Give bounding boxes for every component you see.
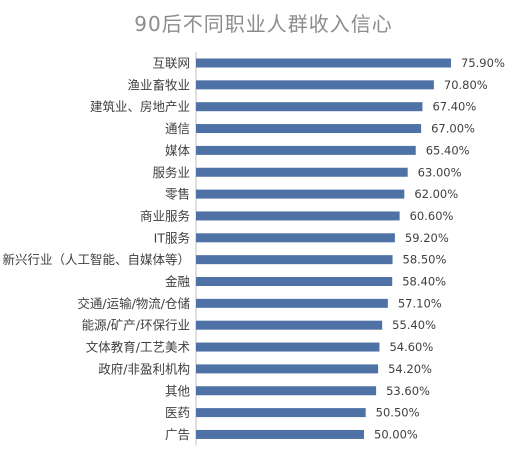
category-label: 媒体: [165, 143, 191, 158]
bar: [196, 364, 379, 374]
bar: [196, 145, 416, 155]
bar: [196, 255, 393, 265]
category-label: 零售: [165, 187, 190, 202]
category-label: 商业服务: [140, 208, 190, 223]
value-label: 54.60%: [389, 340, 433, 354]
value-label: 63.00%: [418, 165, 462, 179]
value-label: 58.50%: [403, 253, 447, 267]
bar: [196, 342, 380, 352]
category-label: 服务业: [152, 165, 190, 180]
value-label: 67.40%: [432, 100, 476, 114]
value-label: 55.40%: [392, 318, 436, 332]
bar: [196, 124, 422, 134]
value-label: 57.10%: [398, 296, 442, 310]
category-label: 广告: [165, 427, 190, 442]
value-label: 50.00%: [374, 427, 418, 441]
category-label: 新兴行业（人工智能、自媒体等）: [2, 252, 190, 267]
category-label: 渔业畜牧业: [127, 77, 190, 92]
value-label: 67.00%: [431, 122, 475, 136]
category-label: 建筑业、房地产业: [90, 99, 190, 114]
value-label: 62.00%: [414, 187, 458, 201]
category-label: 互联网: [152, 56, 190, 71]
value-label: 65.40%: [426, 143, 470, 157]
category-label: 其他: [165, 383, 191, 398]
value-label: 59.20%: [405, 231, 449, 245]
bar: [196, 233, 395, 243]
bar: [196, 80, 434, 90]
bar: [196, 189, 405, 199]
category-label: IT服务: [154, 230, 190, 245]
bar: [196, 298, 388, 308]
category-label: 通信: [165, 121, 190, 136]
bar: [196, 167, 408, 177]
bar: [196, 320, 383, 330]
category-label: 金融: [165, 274, 191, 289]
chart-title: 90后不同职业人群收入信心: [134, 12, 393, 36]
bar: [196, 211, 400, 221]
category-label: 文体教育/工艺美术: [86, 340, 191, 355]
category-label: 医药: [165, 405, 190, 420]
value-label: 53.60%: [386, 384, 430, 398]
value-label: 54.20%: [388, 362, 432, 376]
bar: [196, 102, 423, 112]
bar: [196, 277, 393, 286]
bars-group: 互联网 75.90% 渔业畜牧业 70.80% 建筑业、房地产业 67.40% 通信 67.0…: [2, 56, 504, 442]
bar: [196, 386, 377, 396]
category-label: 政府/非盈利机构: [98, 361, 190, 376]
value-label: 60.60%: [410, 209, 454, 223]
value-label: 50.50%: [376, 406, 420, 420]
value-label: 58.40%: [402, 275, 446, 289]
category-label: 交通/运输/物流/仓储: [77, 296, 190, 311]
value-label: 70.80%: [444, 78, 488, 92]
category-label: 能源/矿产/环保行业: [82, 318, 190, 333]
bar: [196, 408, 366, 418]
bar: [196, 58, 452, 68]
value-label: 75.90%: [461, 56, 505, 70]
bar: [196, 429, 364, 439]
